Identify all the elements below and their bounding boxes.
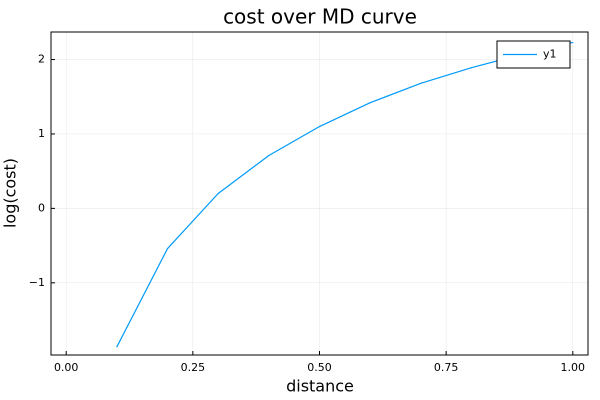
data-point — [318, 125, 321, 128]
data-point — [268, 154, 270, 157]
x-tick-label: 0.25 — [181, 361, 206, 374]
series-line-y1 — [116, 41, 573, 348]
data-point — [217, 192, 219, 195]
y-tick-label: 0 — [38, 201, 45, 214]
y-tick-label: 1 — [38, 127, 45, 140]
data-point — [572, 41, 574, 44]
data-point — [420, 82, 422, 84]
legend-label-y1: y1 — [543, 48, 557, 61]
data-point — [166, 247, 169, 250]
y-tick-label: −1 — [29, 276, 45, 289]
x-tick-label: 0.00 — [54, 361, 79, 374]
x-tick-label: 0.50 — [307, 361, 332, 374]
y-axis-label: log(cost) — [1, 158, 20, 228]
chart-title: cost over MD curve — [223, 5, 417, 29]
y-tick-label: 2 — [38, 53, 45, 66]
x-axis-ticks: 0.00 0.25 0.50 0.75 1.00 — [54, 351, 585, 374]
x-tick-label: 0.75 — [434, 361, 459, 374]
data-point — [116, 346, 118, 348]
legend: y1 — [496, 40, 571, 69]
data-point — [470, 67, 473, 69]
grid — [51, 32, 588, 355]
series-layer — [116, 41, 574, 348]
data-point — [369, 102, 371, 104]
x-tick-label: 1.00 — [561, 361, 586, 374]
x-axis-label: distance — [286, 377, 354, 396]
y-axis-ticks: −1 0 1 2 — [29, 53, 55, 289]
